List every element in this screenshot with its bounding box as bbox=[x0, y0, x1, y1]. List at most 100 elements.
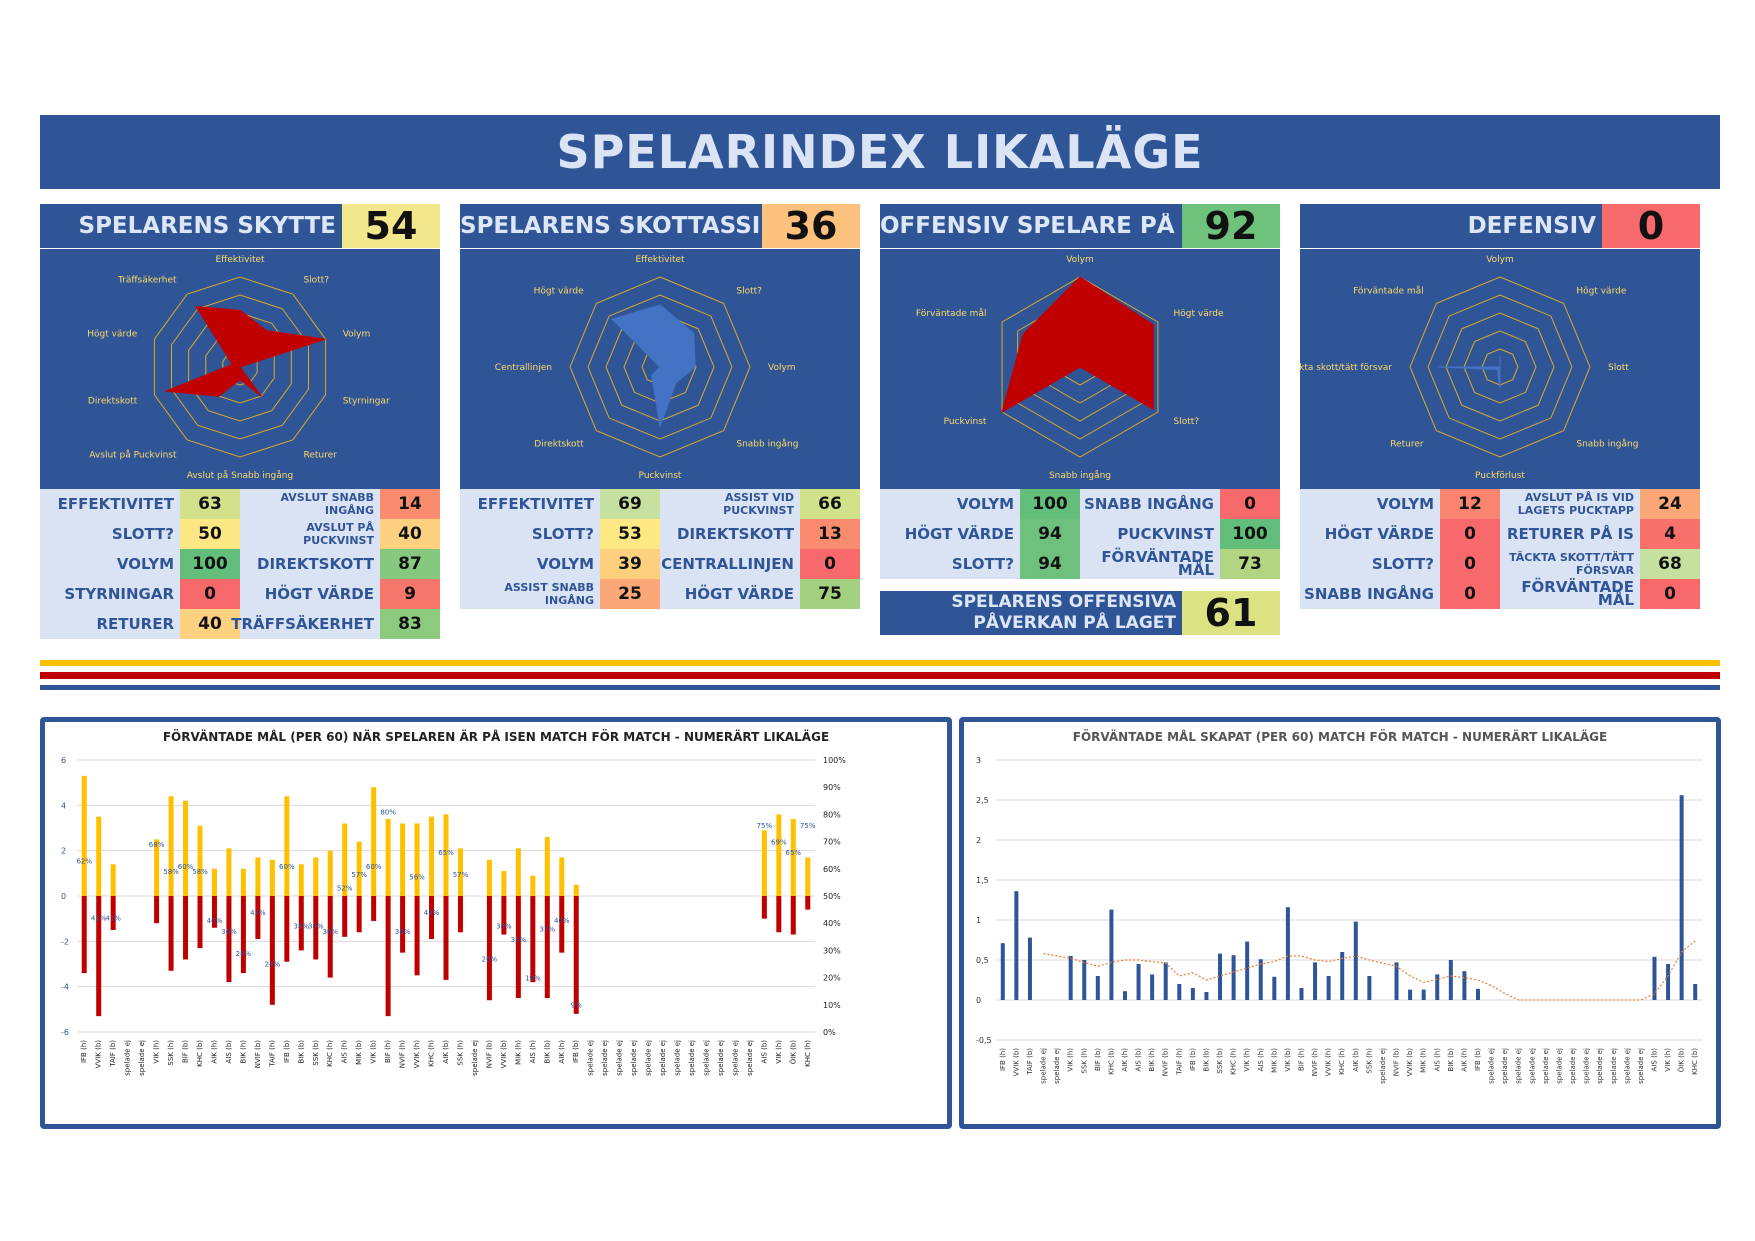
stat-value: 0 bbox=[180, 579, 240, 609]
bar-expected-goals-against bbox=[457, 896, 463, 933]
bar-expected-goals-created bbox=[1652, 956, 1657, 1000]
bar-expected-goals-created bbox=[1122, 991, 1127, 1000]
radar-axis-label: Slott bbox=[1608, 363, 1629, 373]
percent-data-label: 43% bbox=[250, 909, 266, 917]
x-tick-label: SSK (b) bbox=[312, 1040, 320, 1066]
yellow-stripe bbox=[40, 660, 1720, 666]
red-stripe bbox=[40, 672, 1720, 679]
x-tick-label: KHC (b) bbox=[196, 1040, 204, 1067]
x-tick-label: IFB (h) bbox=[80, 1040, 88, 1063]
percent-data-label: 33% bbox=[511, 936, 527, 944]
radar-axis-label: Högt värde bbox=[1174, 309, 1224, 319]
radar-axis-label: Centrallinjen bbox=[495, 363, 552, 373]
x-tick-label: NVIF (b) bbox=[485, 1040, 493, 1069]
bar-expected-goals-for bbox=[81, 775, 87, 896]
stat-name: VOLYM bbox=[1300, 489, 1440, 519]
radar-axis-label: Puckförlust bbox=[1475, 471, 1525, 481]
bar-expected-goals-against bbox=[240, 896, 246, 974]
x-tick-label: spelade ej bbox=[1555, 1048, 1563, 1084]
stat-value: 4 bbox=[1640, 519, 1700, 549]
stats-row: HÖGT VÄRDE 0 RETURER PÅ IS 4 bbox=[1300, 519, 1700, 549]
bar-expected-goals-created bbox=[1190, 988, 1195, 1000]
x-tick-label: AIS (h) bbox=[1433, 1048, 1441, 1072]
x-tick-label: spelade ej bbox=[587, 1040, 595, 1076]
percent-data-label: 41% bbox=[105, 914, 121, 922]
x-tick-label: spelade ej bbox=[1488, 1048, 1496, 1084]
bar-expected-goals-against bbox=[255, 896, 261, 940]
stat-value: 100 bbox=[180, 549, 240, 579]
percent-data-label: 36% bbox=[221, 928, 237, 936]
percent-data-label: 19% bbox=[525, 974, 541, 982]
bar-expected-goals-for bbox=[805, 857, 811, 896]
stats-table: EFFEKTIVITET 69 ASSIST VID PUCKVINST 66 SLOT… bbox=[460, 489, 860, 609]
x-tick-label: spelade ej bbox=[1637, 1048, 1645, 1084]
x-tick-label: NVIF (h) bbox=[399, 1040, 407, 1069]
bar-expected-goals-for bbox=[226, 848, 232, 896]
x-tick-label: MIK (b) bbox=[1270, 1048, 1278, 1073]
stat-value: 40 bbox=[380, 519, 440, 549]
radar-axis-label: Direktskott bbox=[534, 439, 584, 449]
y2-tick-label: 100% bbox=[823, 756, 846, 765]
x-tick-label: KHC (h) bbox=[804, 1040, 812, 1067]
bar-expected-goals-for bbox=[544, 837, 550, 896]
bar-expected-goals-against bbox=[530, 896, 536, 983]
stat-name: DIREKTSKOTT bbox=[240, 549, 380, 579]
percent-data-label: 41% bbox=[91, 914, 107, 922]
bar-expected-goals-created bbox=[1014, 891, 1019, 1000]
x-tick-label: NVIF (b) bbox=[1393, 1048, 1401, 1077]
bar-expected-goals-against bbox=[269, 896, 275, 1005]
stat-value: 73 bbox=[1220, 549, 1280, 579]
stat-name: SNABB INGÅNG bbox=[1080, 489, 1220, 519]
bar-expected-goals-for bbox=[284, 796, 290, 896]
stat-name: HÖGT VÄRDE bbox=[660, 579, 800, 609]
stat-name: AVSLUT PÅ PUCKVINST bbox=[240, 519, 380, 549]
stats-row: HÖGT VÄRDE 94 PUCKVINST 100 bbox=[880, 519, 1280, 549]
y2-tick-label: 50% bbox=[823, 892, 841, 901]
bar-expected-goals-against bbox=[761, 896, 767, 919]
x-tick-label: AIK (b) bbox=[442, 1040, 450, 1064]
y-tick-label: 2,5 bbox=[976, 796, 989, 805]
bar-expected-goals-against bbox=[486, 896, 492, 1001]
radar-axis-label: Volym bbox=[343, 330, 371, 340]
bar-expected-goals-against bbox=[284, 896, 290, 962]
x-tick-label: MIK (h) bbox=[1420, 1048, 1428, 1073]
card-header-defensiv: DEFENSIV 0 bbox=[1300, 204, 1700, 248]
bar-expected-goals-for bbox=[414, 823, 420, 896]
stat-value: 40 bbox=[180, 609, 240, 639]
percent-data-label: 38% bbox=[308, 923, 324, 931]
stat-name: PUCKVINST bbox=[1080, 519, 1220, 549]
radar-axis-label: Högt värde bbox=[534, 287, 584, 297]
percent-data-label: 65% bbox=[438, 849, 454, 857]
x-tick-label: spelade ej bbox=[1610, 1048, 1618, 1084]
bar-expected-goals-created bbox=[1095, 976, 1100, 1000]
chart-title: FÖRVÄNTADE MÅL (PER 60) NÄR SPELAREN ÄR … bbox=[162, 730, 830, 744]
expected-goals-created-chart: FÖRVÄNTADE MÅL SKAPAT (PER 60) MATCH FÖR… bbox=[959, 717, 1721, 1129]
bar-expected-goals-for bbox=[761, 830, 767, 896]
x-tick-label: spelade ej bbox=[471, 1040, 479, 1076]
radar-gridline bbox=[587, 294, 733, 440]
stat-name: AVSLUT PÅ IS VID LAGETS PUCKTAPP bbox=[1500, 489, 1640, 519]
radar-axis-label: Snabb ingång bbox=[1049, 470, 1111, 481]
x-tick-label: TAIF (b) bbox=[109, 1040, 117, 1068]
percent-data-label: 58% bbox=[192, 868, 208, 876]
radar-axis-label: Träffsäkerhet bbox=[117, 276, 177, 286]
x-tick-label: VIK (b) bbox=[370, 1040, 378, 1064]
bar-expected-goals-created bbox=[1435, 974, 1440, 1000]
x-tick-label: VIK (h) bbox=[1243, 1048, 1251, 1072]
x-tick-label: BIK (b) bbox=[1447, 1048, 1455, 1072]
x-tick-label: ÖIK (b) bbox=[1677, 1048, 1686, 1073]
bar-expected-goals-for bbox=[371, 787, 377, 896]
bar-expected-goals-against bbox=[197, 896, 203, 949]
x-tick-label: AIK (h) bbox=[1460, 1048, 1468, 1072]
bar-expected-goals-against bbox=[342, 896, 348, 937]
y-tick-label: 4 bbox=[61, 801, 66, 810]
stat-name: ASSIST VID PUCKVINST bbox=[660, 489, 800, 519]
card-score: 36 bbox=[762, 204, 860, 248]
stats-row: STYRNINGAR 0 HÖGT VÄRDE 9 bbox=[40, 579, 440, 609]
bar-expected-goals-against bbox=[544, 896, 550, 998]
card-title: DEFENSIV bbox=[1467, 213, 1596, 239]
x-tick-label: NVIF (b) bbox=[1162, 1048, 1170, 1077]
x-tick-label: AIS (b) bbox=[1135, 1048, 1143, 1072]
bar-expected-goals-created bbox=[1353, 921, 1358, 1000]
stat-value: 63 bbox=[180, 489, 240, 519]
